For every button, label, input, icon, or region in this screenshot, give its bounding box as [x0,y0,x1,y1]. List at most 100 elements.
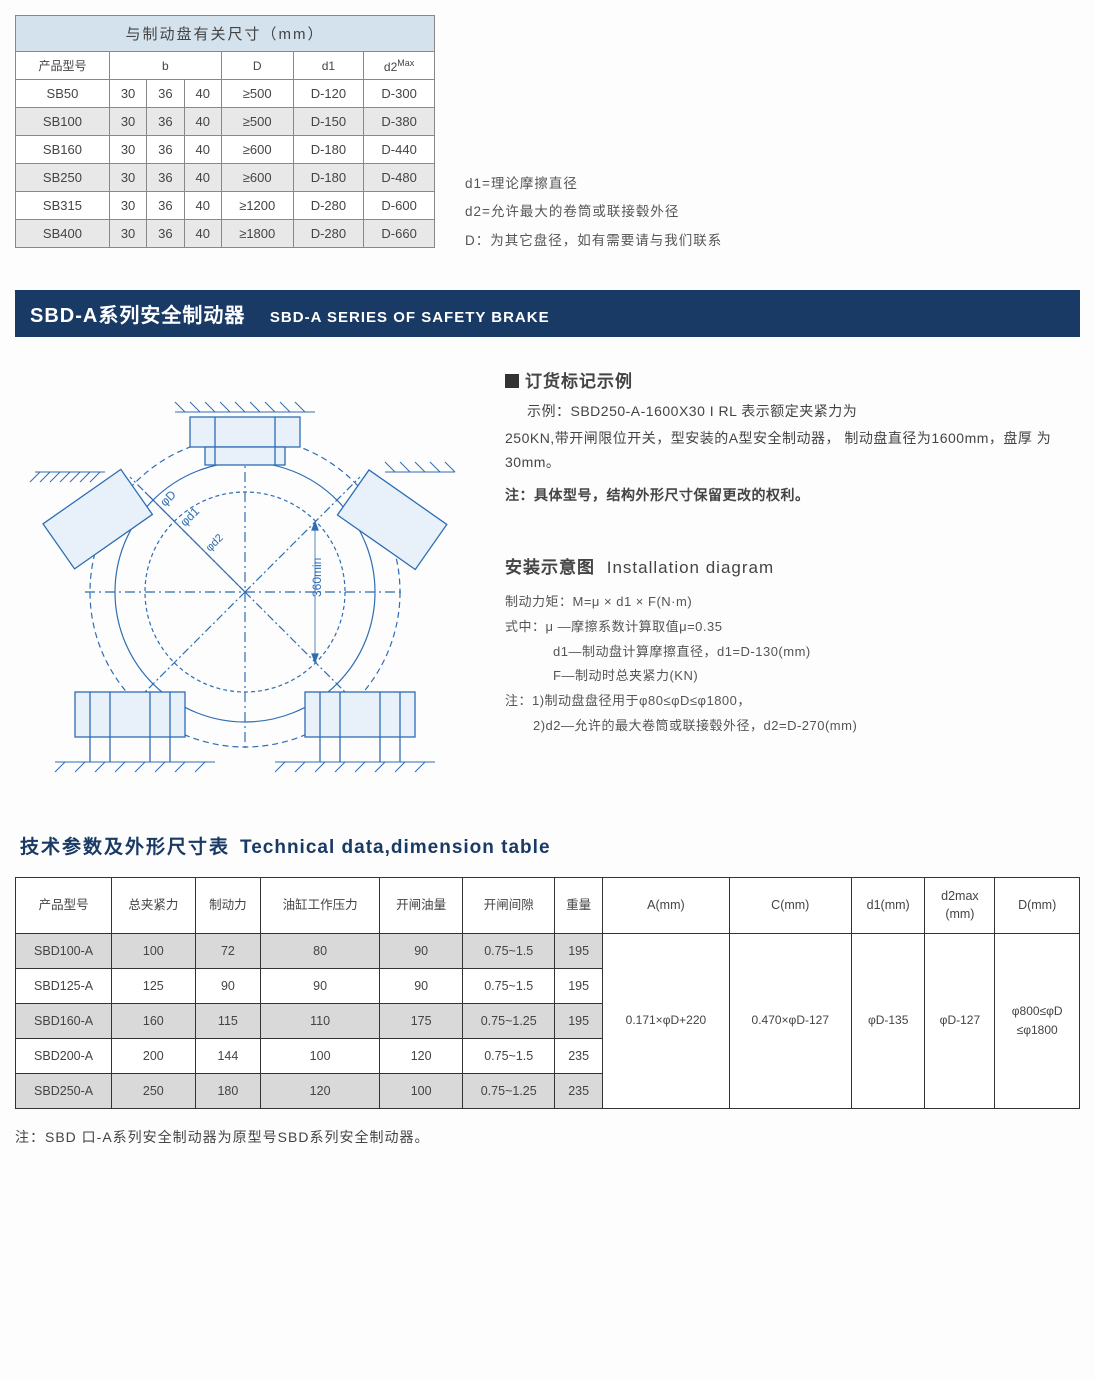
tech-col: 开闸油量 [379,878,462,934]
tech-cell: 120 [379,1039,462,1074]
dim-cell: D-180 [293,164,364,192]
tech-cell: 0.75~1.5 [463,934,555,969]
tech-merged-cell: φ800≤φD≤φ1800 [995,934,1080,1109]
dim-cell: ≥600 [221,164,293,192]
dim-cell: 30 [109,136,146,164]
dim-cell: D-300 [364,80,435,108]
col-model: 产品型号 [16,52,110,80]
banner-zh: SBD-A系列安全制动器 [30,305,245,327]
svg-text:φd1: φd1 [177,504,202,529]
tech-cell: 90 [195,969,261,1004]
tech-cell: SBD125-A [16,969,112,1004]
tech-merged-cell: 0.171×φD+220 [603,934,729,1109]
tech-heading: 技术参数及外形尺寸表Technical data,dimension table [20,832,1080,859]
dim-cell: 30 [109,108,146,136]
dim-cell: D-380 [364,108,435,136]
tech-col: 重量 [555,878,603,934]
tech-cell: 160 [112,1004,195,1039]
dim-cell: ≥600 [221,136,293,164]
dim-cell: SB160 [16,136,110,164]
tech-cell: 195 [555,969,603,1004]
dimension-table: 与制动盘有关尺寸（mm） 产品型号 b D d1 d2Max SB5030364… [15,15,435,248]
tech-cell: 235 [555,1039,603,1074]
formula-note1: 注：1)制动盘盘径用于φ80≤φD≤φ1800， [505,689,1080,714]
tech-cell: 100 [112,934,195,969]
tech-cell: 90 [379,934,462,969]
tech-cell: 125 [112,969,195,1004]
tech-cell: 80 [261,934,380,969]
tech-merged-cell: φD-127 [925,934,995,1109]
dim-cell: 30 [109,164,146,192]
dim-cell: D-150 [293,108,364,136]
dim-cell: D-180 [293,136,364,164]
formula-F: F—制动时总夹紧力(KN) [505,664,1080,689]
tech-cell: SBD160-A [16,1004,112,1039]
dim-cell: 36 [147,164,184,192]
tech-cell: 115 [195,1004,261,1039]
dim-cell: 40 [184,164,221,192]
dim-cell: D-660 [364,220,435,248]
dim-cell: D-280 [293,220,364,248]
dim-cell: ≥500 [221,80,293,108]
tech-cell: 110 [261,1004,380,1039]
order-example-2: 250KN,带开闸限位开关，型安装的A型安全制动器， 制动盘直径为1600mm，… [505,427,1080,475]
legend-d1: d1=理论摩擦直径 [465,170,722,198]
dim-cell: ≥500 [221,108,293,136]
order-note: 注：具体型号，结构外形尺寸保留更改的权利。 [505,484,1080,508]
tech-cell: 100 [379,1074,462,1109]
dimension-legend: d1=理论摩擦直径 d2=允许最大的卷筒或联接毂外径 D：为其它盘径，如有需要请… [465,170,722,255]
dim-cell: SB315 [16,192,110,220]
dim-360min: 360min [310,558,324,597]
tech-cell: SBD250-A [16,1074,112,1109]
dim-cell: SB400 [16,220,110,248]
dim-table-title: 与制动盘有关尺寸（mm） [16,16,435,52]
dim-cell: 30 [109,80,146,108]
tech-cell: 200 [112,1039,195,1074]
dim-cell: 40 [184,108,221,136]
legend-D: D：为其它盘径，如有需要请与我们联系 [465,227,722,255]
tech-col: 产品型号 [16,878,112,934]
formula-mu: 式中：μ —摩擦系数计算取值μ=0.35 [505,615,1080,640]
tech-cell: 195 [555,1004,603,1039]
installation-diagram: φD φd1 φd2 360min [15,362,475,792]
col-b: b [109,52,221,80]
tech-cell: 175 [379,1004,462,1039]
tech-cell: 0.75~1.25 [463,1074,555,1109]
dim-cell: 36 [147,220,184,248]
dim-cell: 40 [184,220,221,248]
legend-d2: d2=允许最大的卷筒或联接毂外径 [465,198,722,226]
order-heading: 订货标记示例 [505,367,1080,392]
tech-col: D(mm) [995,878,1080,934]
dim-cell: 36 [147,108,184,136]
tech-cell: 0.75~1.5 [463,969,555,1004]
tech-cell: 90 [379,969,462,1004]
tech-col: 开闸间隙 [463,878,555,934]
dim-cell: D-440 [364,136,435,164]
dim-cell: SB100 [16,108,110,136]
dim-cell: 36 [147,80,184,108]
dim-cell: 30 [109,192,146,220]
tech-merged-cell: 0.470×φD-127 [729,934,851,1109]
tech-table: 产品型号总夹紧力制动力油缸工作压力开闸油量开闸间隙重量A(mm)C(mm)d1(… [15,877,1080,1109]
tech-col: C(mm) [729,878,851,934]
tech-cell: 180 [195,1074,261,1109]
tech-cell: 195 [555,934,603,969]
order-example-1: 示例：SBD250-A-1600X30 I RL 表示额定夹紧力为 [505,400,1080,424]
tech-col: 制动力 [195,878,261,934]
dim-cell: 30 [109,220,146,248]
dim-cell: 40 [184,80,221,108]
formula-d1: d1—制动盘计算摩擦直径，d1=D-130(mm) [505,640,1080,665]
tech-col: 总夹紧力 [112,878,195,934]
dim-cell: D-120 [293,80,364,108]
install-heading: 安装示意图 Installation diagram [505,553,1080,578]
dim-cell: D-480 [364,164,435,192]
tech-col: 油缸工作压力 [261,878,380,934]
tech-cell: 144 [195,1039,261,1074]
footnote: 注：SBD 口-A系列安全制动器为原型号SBD系列安全制动器。 [15,1127,1080,1147]
section-banner: SBD-A系列安全制动器 SBD-A SERIES OF SAFETY BRAK… [15,290,1080,337]
col-d1: d1 [293,52,364,80]
col-d2: d2Max [364,52,435,80]
tech-col: d2max(mm) [925,878,995,934]
dim-cell: SB250 [16,164,110,192]
svg-text:φD: φD [157,487,179,509]
